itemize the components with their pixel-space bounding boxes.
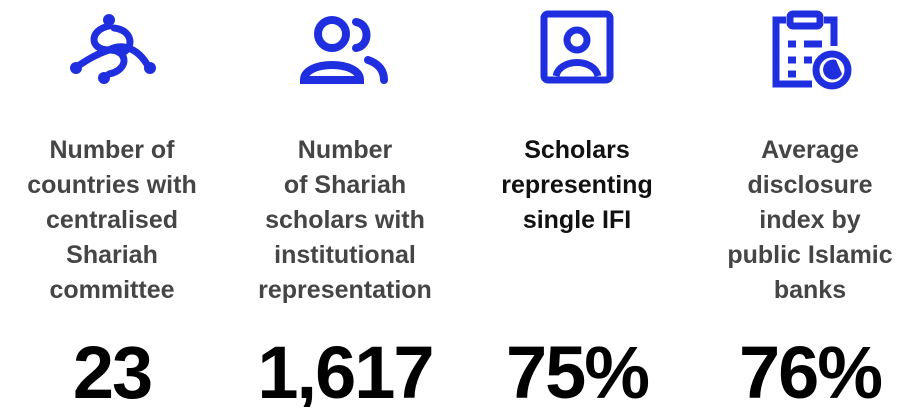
label-line: committee bbox=[49, 276, 175, 304]
label-line: Number bbox=[297, 136, 393, 164]
stat-value: 1,617 bbox=[257, 331, 434, 407]
label-line: Average bbox=[761, 136, 859, 164]
label-line: scholars with bbox=[265, 206, 425, 234]
stat-label: Average disclosure index by public Islamic b… bbox=[697, 133, 910, 308]
label-line: Scholars bbox=[524, 136, 630, 164]
label-line: institutional bbox=[274, 241, 416, 269]
label-line: of Shariah bbox=[283, 171, 407, 199]
label-line: representing bbox=[501, 171, 653, 199]
label-line: countries with bbox=[27, 171, 197, 199]
label-line: disclosure bbox=[747, 171, 873, 199]
stat-value: 23 bbox=[72, 331, 153, 407]
label-line: Shariah bbox=[66, 241, 158, 269]
label-line: single IFI bbox=[522, 206, 632, 234]
portrait-icon bbox=[540, 10, 614, 84]
stat-value: 75% bbox=[505, 331, 650, 407]
stat-label: Number of Shariah scholars with institution… bbox=[232, 133, 458, 308]
stat-label: Number of countries with centralised Sharia… bbox=[0, 133, 225, 308]
label-line: representation bbox=[258, 276, 432, 304]
label-line: banks bbox=[773, 276, 847, 304]
label-line: Number of bbox=[49, 136, 175, 164]
label-line: centralised bbox=[45, 206, 178, 234]
network-icon bbox=[70, 14, 156, 84]
clipboard-icon bbox=[772, 10, 852, 90]
label-line: public Islamic bbox=[727, 241, 893, 269]
people-icon bbox=[299, 16, 388, 84]
label-line: index by bbox=[759, 206, 861, 234]
stat-value: 76% bbox=[738, 331, 883, 407]
stat-label: Scholars representing single IFI bbox=[464, 133, 690, 238]
